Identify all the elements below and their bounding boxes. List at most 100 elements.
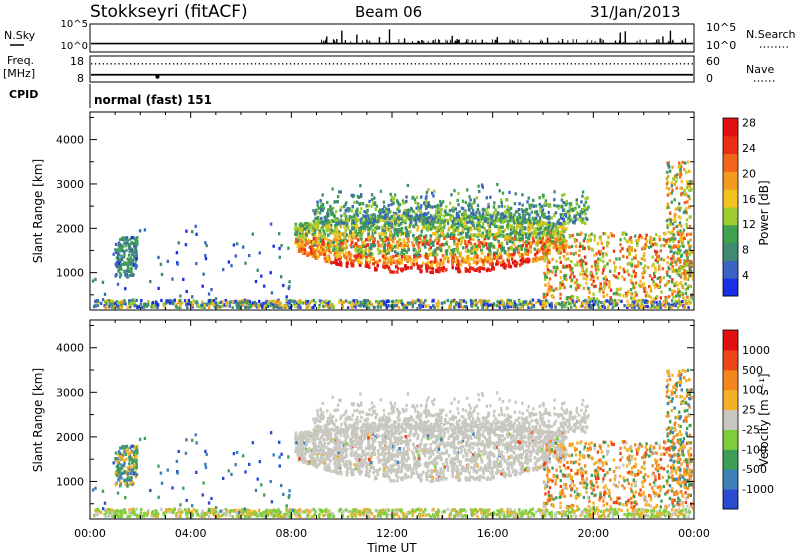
power-cell <box>520 224 524 228</box>
power-cell <box>522 300 526 304</box>
power-cell <box>421 304 425 308</box>
power-cell <box>318 299 322 303</box>
power-cell <box>429 270 432 274</box>
power-cell <box>318 304 321 308</box>
power-cell <box>285 298 288 303</box>
power-cell <box>210 288 213 292</box>
power-cell <box>489 250 492 254</box>
power-cell <box>405 306 409 309</box>
power-cell <box>472 299 476 303</box>
power-cell <box>507 298 510 302</box>
power-cell <box>327 254 330 258</box>
power-cell <box>204 254 207 258</box>
power-cell <box>312 298 315 302</box>
power-cell <box>611 306 614 309</box>
power-cell <box>132 298 135 302</box>
power-cell <box>471 299 474 303</box>
power-cell <box>135 257 138 261</box>
power-cell <box>431 270 434 275</box>
power-cell <box>531 298 535 302</box>
power-cell <box>652 299 656 303</box>
power-cell <box>150 305 153 309</box>
power-cell <box>509 304 513 309</box>
nsearch-label: N.Search <box>746 28 796 41</box>
power-cell <box>126 267 130 271</box>
power-cell <box>609 302 612 306</box>
power-cell <box>497 254 501 258</box>
power-cell <box>581 304 584 308</box>
power-cell <box>548 223 551 227</box>
power-cell <box>571 300 574 305</box>
power-cell <box>397 299 401 303</box>
power-cell <box>339 225 343 229</box>
power-cell <box>429 306 432 309</box>
power-cell <box>491 260 494 264</box>
power-cell <box>204 257 208 261</box>
power-cell <box>100 301 103 306</box>
power-cell <box>185 289 188 294</box>
power-cell <box>195 262 198 266</box>
power-cell <box>414 301 417 305</box>
power-cell <box>165 301 168 305</box>
power-cell <box>325 299 328 303</box>
power-cell <box>504 237 507 242</box>
power-cell <box>488 224 492 228</box>
power-cell <box>567 299 570 303</box>
power-cell <box>131 273 134 277</box>
power-cell <box>212 299 216 303</box>
power-cell <box>331 244 335 248</box>
power-cell <box>620 299 623 303</box>
power-cell <box>405 234 408 238</box>
power-cell <box>136 305 139 309</box>
power-cell <box>138 229 142 233</box>
power-cell <box>177 241 180 245</box>
power-cell <box>313 303 316 308</box>
power-cell <box>338 300 341 304</box>
power-cell <box>182 277 185 281</box>
power-cell <box>380 244 383 248</box>
power-cell <box>204 241 207 245</box>
power-cell <box>361 256 364 260</box>
power-cell <box>524 260 528 264</box>
power-cell <box>503 262 506 266</box>
power-cell <box>131 260 134 264</box>
power-cell <box>449 233 453 237</box>
power-cell <box>410 266 413 270</box>
power-cell <box>110 302 114 306</box>
power-cell <box>369 299 372 304</box>
power-cell <box>519 263 522 267</box>
power-cell <box>185 300 189 304</box>
power-cell <box>225 302 228 306</box>
power-cell <box>207 299 211 303</box>
power-cell <box>440 301 444 305</box>
power-cell <box>268 300 271 304</box>
power-cell <box>519 302 522 306</box>
noise-panel-frame <box>89 23 695 53</box>
power-cell <box>416 228 419 232</box>
power-cell <box>677 298 680 302</box>
power-cell <box>318 250 321 254</box>
power-cell <box>277 299 281 304</box>
power-cell <box>117 268 120 272</box>
power-cell <box>408 255 411 259</box>
power-cell <box>498 261 501 265</box>
power-cell <box>362 301 365 305</box>
power-cell <box>303 232 306 237</box>
power-cell <box>253 300 257 304</box>
power-cell <box>319 239 322 243</box>
power-cell <box>366 302 369 306</box>
power-cell <box>495 218 498 222</box>
power-cell <box>120 246 123 250</box>
power-cell <box>530 306 533 309</box>
power-cell <box>446 232 449 236</box>
power-cell <box>115 265 119 269</box>
nave-tick-bottom: 0 <box>706 72 713 85</box>
power-cell <box>115 256 119 260</box>
power-cell <box>214 301 217 305</box>
power-cell <box>432 298 435 303</box>
power-cell <box>468 234 472 238</box>
power-cell <box>530 302 534 307</box>
power-cell <box>525 240 528 244</box>
power-cell <box>419 303 422 307</box>
power-cell <box>612 303 616 307</box>
